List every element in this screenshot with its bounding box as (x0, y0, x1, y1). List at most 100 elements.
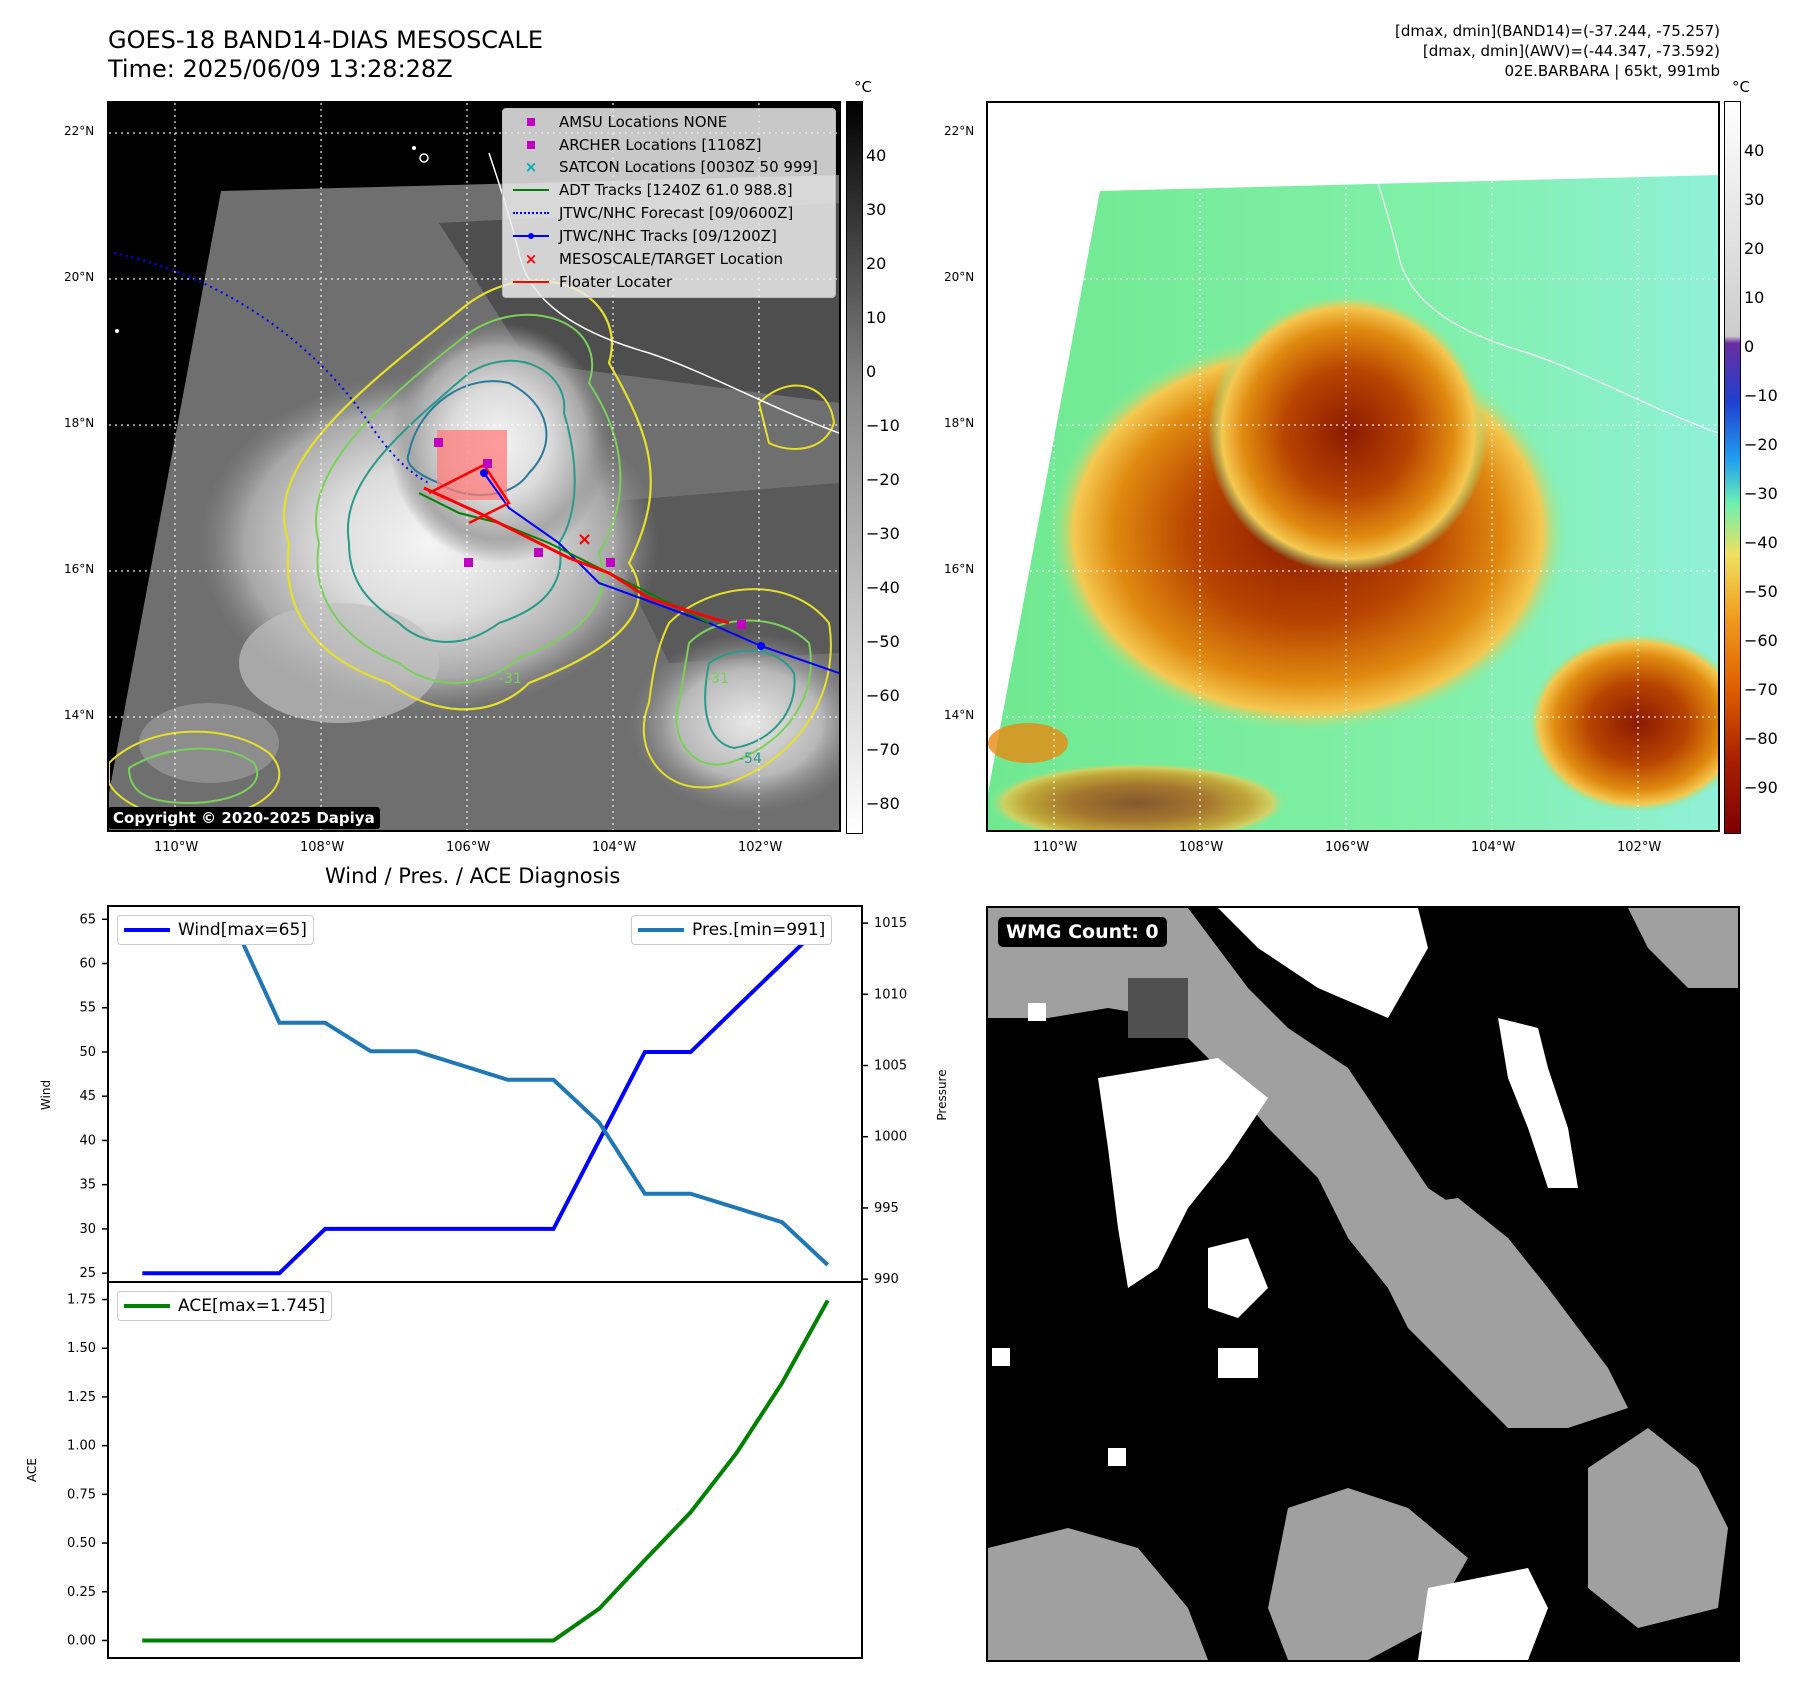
lon-label: 108°W (300, 840, 345, 855)
info-awv: [dmax, dmin](AWV)=(-44.347, -73.592) (1422, 42, 1720, 60)
lon-label: 102°W (738, 840, 783, 855)
wind-tick-label: 25 (79, 1266, 96, 1281)
lat-label: 20°N (64, 270, 95, 284)
contour-label: -31 (499, 671, 522, 687)
colorbar-unit: °C (854, 78, 872, 96)
ace-tick-label: 0.75 (67, 1487, 96, 1502)
figure-time: Time: 2025/06/09 13:28:28Z (108, 55, 453, 83)
ace-legend: ACE[max=1.745] (117, 1291, 333, 1321)
pressure-tick-label: 1015 (874, 916, 907, 931)
contour-label: -31 (706, 671, 729, 687)
colorbar-tick: −60 (866, 686, 900, 705)
map-legend: AMSU Locations NONE ARCHER Locations [11… (502, 108, 836, 298)
diagnosis-charts: 25 30 35 40 45 50 55 60 65 990 995 1000 1005 1010 101… (25, 905, 949, 1659)
wv-colorbar (1724, 101, 1741, 834)
colorbar-tick: 10 (866, 308, 887, 327)
colorbar-tick: −20 (866, 470, 900, 489)
lon-label: 110°W (154, 840, 199, 855)
wind-tick-label: 55 (79, 1001, 96, 1016)
pressure-tick-label: 1005 (874, 1059, 907, 1074)
colorbar-tick: 30 (1744, 190, 1765, 209)
lat-label: 22°N (944, 124, 975, 138)
ace-tick-label: 1.00 (67, 1439, 96, 1454)
colorbar-tick: −40 (1744, 533, 1778, 552)
wmg-image (988, 908, 1738, 1660)
info-band14: [dmax, dmin](BAND14)=(-37.244, -75.257) (1395, 22, 1720, 40)
legend-forecast: JTWC/NHC Forecast [09/0600Z] (559, 204, 794, 222)
wmg-count-badge: WMG Count: 0 (998, 917, 1167, 947)
legend-floater: Floater Locater (559, 273, 673, 291)
wind-series-line (142, 917, 830, 1276)
wind-legend-label: Wind[max=65] (178, 920, 307, 940)
wind-tick-label: 60 (79, 957, 96, 972)
wind-tick-label: 45 (79, 1089, 96, 1104)
colorbar-tick: −10 (866, 416, 900, 435)
colorbar-tick: 20 (1744, 239, 1765, 258)
legend-adt: ADT Tracks [1240Z 61.0 988.8] (559, 181, 793, 199)
ace-series-line (142, 1299, 830, 1643)
lon-label: 102°W (1617, 840, 1662, 855)
colorbar-tick: −20 (1744, 435, 1778, 454)
colorbar-tick: −70 (1744, 680, 1778, 699)
colorbar-tick: 40 (866, 146, 887, 165)
figure-title: GOES-18 BAND14-DIAS MESOSCALE (108, 26, 544, 54)
pressure-tick-label: 1000 (874, 1130, 907, 1145)
colorbar-tick: −90 (1744, 778, 1778, 797)
ace-axis-label: ACE (25, 1458, 39, 1482)
wind-legend-swatch (124, 928, 170, 932)
colorbar-unit: °C (1732, 78, 1750, 96)
wind-tick-label: 50 (79, 1045, 96, 1060)
lat-label: 16°N (944, 562, 975, 576)
lat-label: 18°N (944, 416, 975, 430)
lon-label: 104°W (1471, 840, 1516, 855)
ir-map-image: × -31 -31 -54 (109, 103, 839, 830)
lat-label: 20°N (944, 270, 975, 284)
colorbar-tick: 40 (1744, 141, 1765, 160)
ace-axes (107, 1281, 863, 1659)
pressure-legend-swatch (638, 928, 684, 932)
colorbar-tick: −60 (1744, 631, 1778, 650)
ace-tick-label: 1.75 (67, 1293, 96, 1308)
wv-map-panel (986, 101, 1720, 832)
colorbar-tick: 0 (1744, 337, 1755, 356)
lat-label: 22°N (64, 124, 95, 138)
lat-label: 14°N (944, 708, 975, 722)
colorbar-tick: 20 (866, 254, 887, 273)
pressure-axis-label: Pressure (935, 1069, 949, 1120)
lat-label: 18°N (64, 416, 95, 430)
legend-target: MESOSCALE/TARGET Location (559, 250, 784, 268)
info-storm: 02E.BARBARA | 65kt, 991mb (1504, 62, 1720, 80)
colorbar-tick: −80 (866, 794, 900, 813)
colorbar-tick: −80 (1744, 729, 1778, 748)
wind-axis-label: Wind (39, 1080, 53, 1110)
wind-tick-label: 40 (79, 1133, 96, 1148)
colorbar-tick: −30 (866, 524, 900, 543)
colorbar-tick: −40 (866, 578, 900, 597)
svg-text:×: × (577, 529, 592, 550)
colorbar-tick: −70 (866, 740, 900, 759)
copyright-label: Copyright © 2020-2025 Dapiya (108, 807, 380, 829)
pressure-tick-label: 1010 (874, 987, 907, 1002)
wind-legend: Wind[max=65] (117, 915, 314, 945)
legend-amsu: AMSU Locations NONE (559, 113, 728, 131)
legend-satcon: SATCON Locations [0030Z 50 999] (559, 158, 818, 176)
ace-tick-label: 0.50 (67, 1536, 96, 1551)
ace-legend-label: ACE[max=1.745] (178, 1296, 326, 1316)
ace-tick-label: 1.25 (67, 1390, 96, 1405)
ace-legend-swatch (124, 1304, 170, 1308)
pressure-legend: Pres.[min=991] (631, 915, 833, 945)
pressure-legend-label: Pres.[min=991] (692, 920, 826, 940)
pressure-tick-label: 990 (874, 1272, 899, 1287)
ace-tick-label: 1.50 (67, 1341, 96, 1356)
lat-label: 16°N (64, 562, 95, 576)
lon-label: 110°W (1033, 840, 1078, 855)
ace-tick-label: 0.00 (67, 1633, 96, 1648)
colorbar-tick: 10 (1744, 288, 1765, 307)
legend-archer: ARCHER Locations [1108Z] (559, 136, 762, 154)
colorbar-tick: −50 (1744, 582, 1778, 601)
colorbar-tick: −30 (1744, 484, 1778, 503)
ace-tick-label: 0.25 (67, 1585, 96, 1600)
wind-tick-label: 30 (79, 1222, 96, 1237)
lat-label: 14°N (64, 708, 95, 722)
colorbar-tick: −50 (866, 632, 900, 651)
